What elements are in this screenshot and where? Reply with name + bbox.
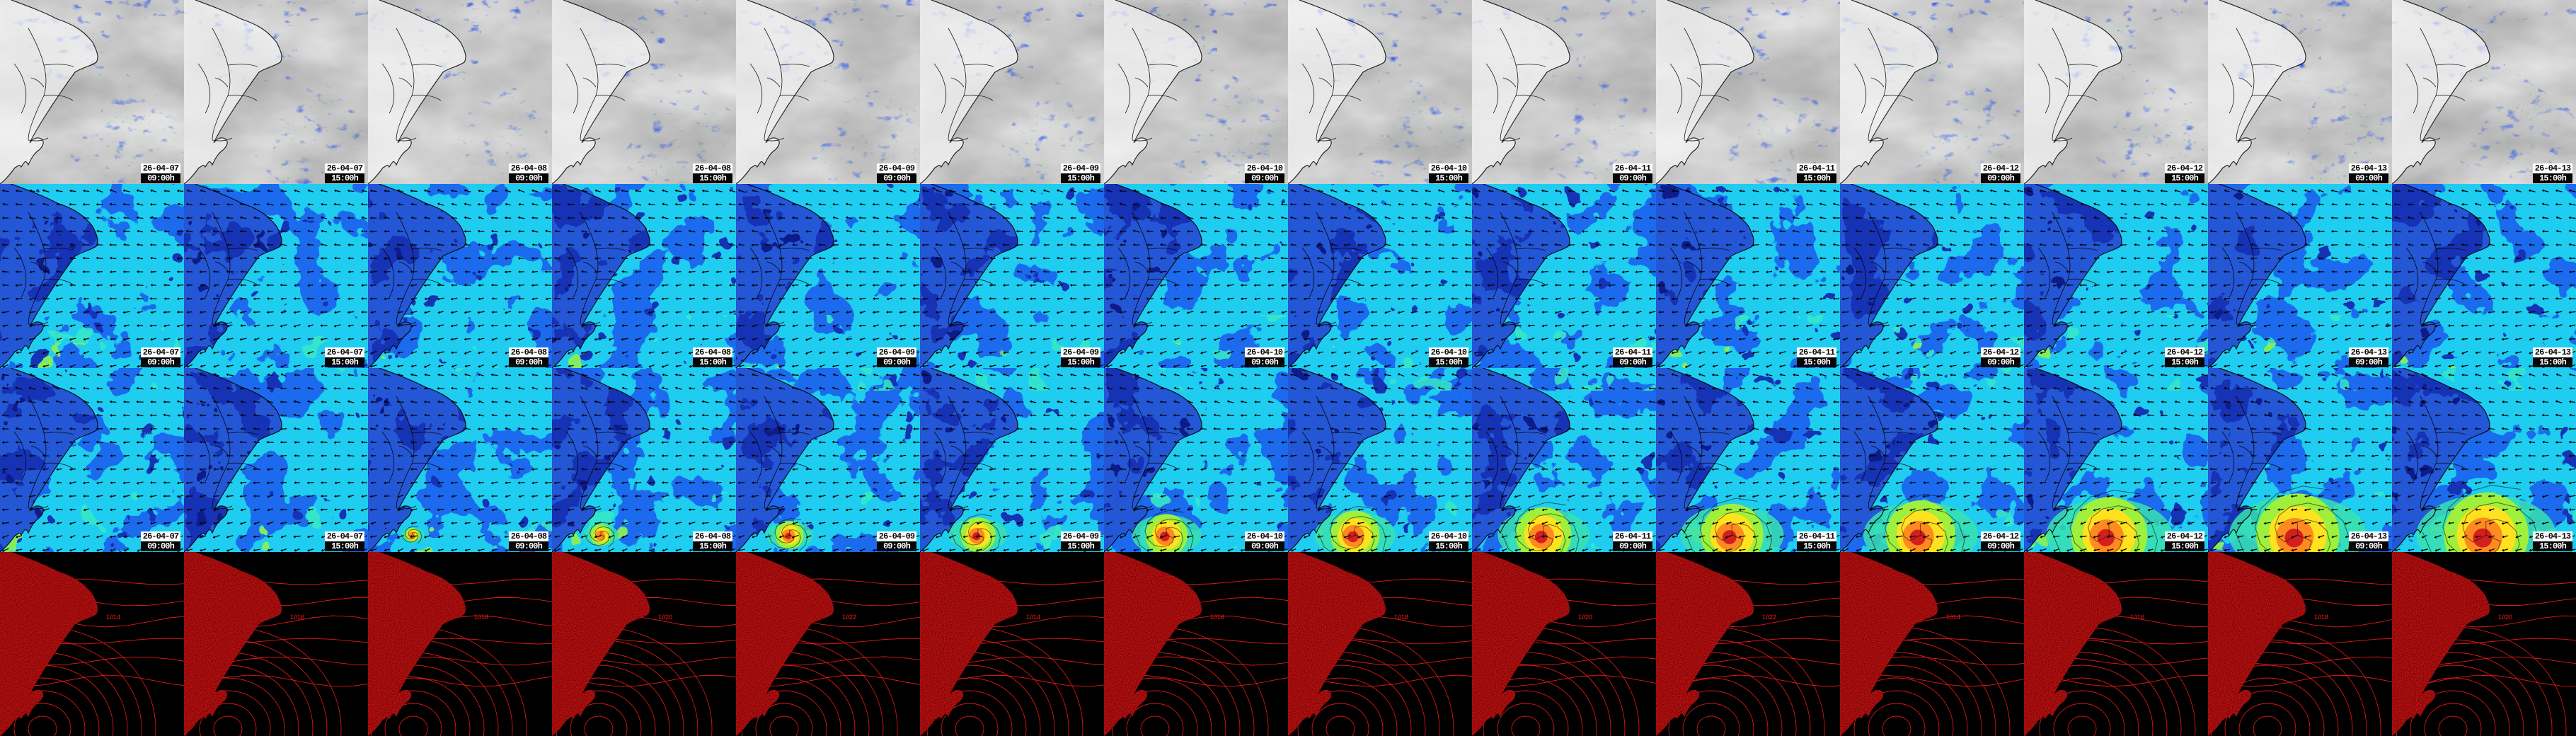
svg-text:1018: 1018 [474, 614, 488, 621]
svg-text:1018: 1018 [1394, 614, 1408, 621]
svg-text:1014: 1014 [1946, 614, 1960, 621]
svg-text:1014: 1014 [1026, 614, 1040, 621]
svg-text:1020: 1020 [1578, 614, 1592, 621]
svg-text:1022: 1022 [842, 614, 856, 621]
svg-text:1022: 1022 [1762, 614, 1776, 621]
svg-text:1016: 1016 [1210, 614, 1224, 621]
svg-text:1020: 1020 [658, 614, 672, 621]
svg-text:1014: 1014 [106, 614, 120, 621]
svg-text:1016: 1016 [290, 614, 304, 621]
